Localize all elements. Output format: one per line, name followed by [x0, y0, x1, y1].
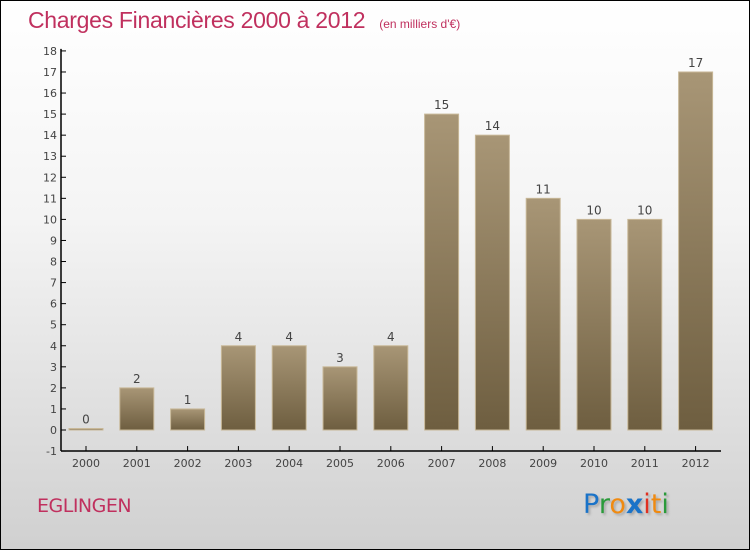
logo-letter: x: [625, 489, 644, 520]
y-tick-label: 9: [50, 234, 57, 247]
bar-2008: [474, 134, 510, 431]
y-tick-label: 11: [43, 192, 57, 205]
chart-title: Charges Financières 2000 à 2012: [28, 7, 366, 33]
data-label: 10: [586, 203, 601, 217]
y-tick-label: 13: [43, 150, 57, 163]
data-label: 15: [434, 98, 449, 112]
y-tick-label: 18: [43, 45, 57, 58]
bar-2010: [576, 218, 612, 431]
y-tick-label: -1: [46, 445, 57, 458]
y-tick-label: 4: [50, 340, 57, 353]
data-label: 17: [688, 56, 703, 70]
x-tick-label: 2010: [580, 457, 608, 470]
bar-2004: [271, 345, 307, 431]
bar-2000: [68, 428, 104, 431]
bar-2009: [525, 197, 561, 431]
chart-subtitle: (en milliers d'€): [379, 17, 461, 31]
bar-2005: [322, 366, 358, 431]
bar-2001: [119, 387, 155, 431]
proxiti-logo[interactable]: Proxiti: [583, 489, 669, 520]
x-tick-label: 2003: [224, 457, 252, 470]
logo-letter: i: [661, 489, 669, 520]
logo-letter: i: [643, 489, 651, 520]
logo-letter: r: [598, 489, 610, 520]
y-tick-label: 16: [43, 87, 57, 100]
bar-2002: [170, 408, 206, 431]
y-tick-label: 10: [43, 213, 57, 226]
x-tick-label: 2011: [631, 457, 659, 470]
y-tick-label: 8: [50, 256, 57, 269]
data-label: 11: [536, 182, 551, 196]
x-tick-label: 2002: [174, 457, 202, 470]
y-tick-label: 14: [43, 129, 57, 142]
x-tick-label: 2007: [428, 457, 456, 470]
data-label: 14: [485, 119, 500, 133]
data-label: 10: [637, 203, 652, 217]
x-tick-label: 2005: [326, 457, 354, 470]
y-tick-label: 1: [50, 403, 57, 416]
y-tick-label: 12: [43, 171, 57, 184]
x-tick-label: 2012: [682, 457, 710, 470]
data-label: 4: [285, 330, 293, 344]
x-tick-label: 2006: [377, 457, 405, 470]
y-tick-label: 17: [43, 66, 57, 79]
bar-2011: [627, 218, 663, 431]
bar-2012: [678, 71, 714, 431]
x-tick-label: 2008: [478, 457, 506, 470]
bar-2006: [373, 345, 409, 431]
x-tick-label: 2009: [529, 457, 557, 470]
data-label: 0: [82, 413, 90, 427]
city-name: EGLINGEN: [37, 495, 132, 517]
y-tick-label: 6: [50, 298, 57, 311]
x-tick-label: 2004: [275, 457, 303, 470]
y-tick-label: 5: [50, 319, 57, 332]
data-label: 3: [336, 351, 344, 365]
y-tick-label: 2: [50, 382, 57, 395]
x-tick-label: 2001: [123, 457, 151, 470]
y-tick-label: 3: [50, 361, 57, 374]
data-label: 2: [133, 372, 141, 386]
logo-letter: o: [609, 489, 626, 520]
x-tick-label: 2000: [72, 457, 100, 470]
data-label: 4: [387, 330, 395, 344]
y-tick-label: 0: [50, 424, 57, 437]
logo-letter: P: [583, 489, 599, 520]
logo-letter: t: [650, 489, 662, 520]
y-tick-label: 7: [50, 277, 57, 290]
bar-2003: [220, 345, 256, 431]
bar-2007: [424, 113, 460, 431]
y-tick-label: 15: [43, 108, 57, 121]
data-label: 1: [184, 393, 192, 407]
title-row: Charges Financières 2000 à 2012 (en mill…: [28, 7, 460, 34]
data-label: 4: [235, 330, 243, 344]
